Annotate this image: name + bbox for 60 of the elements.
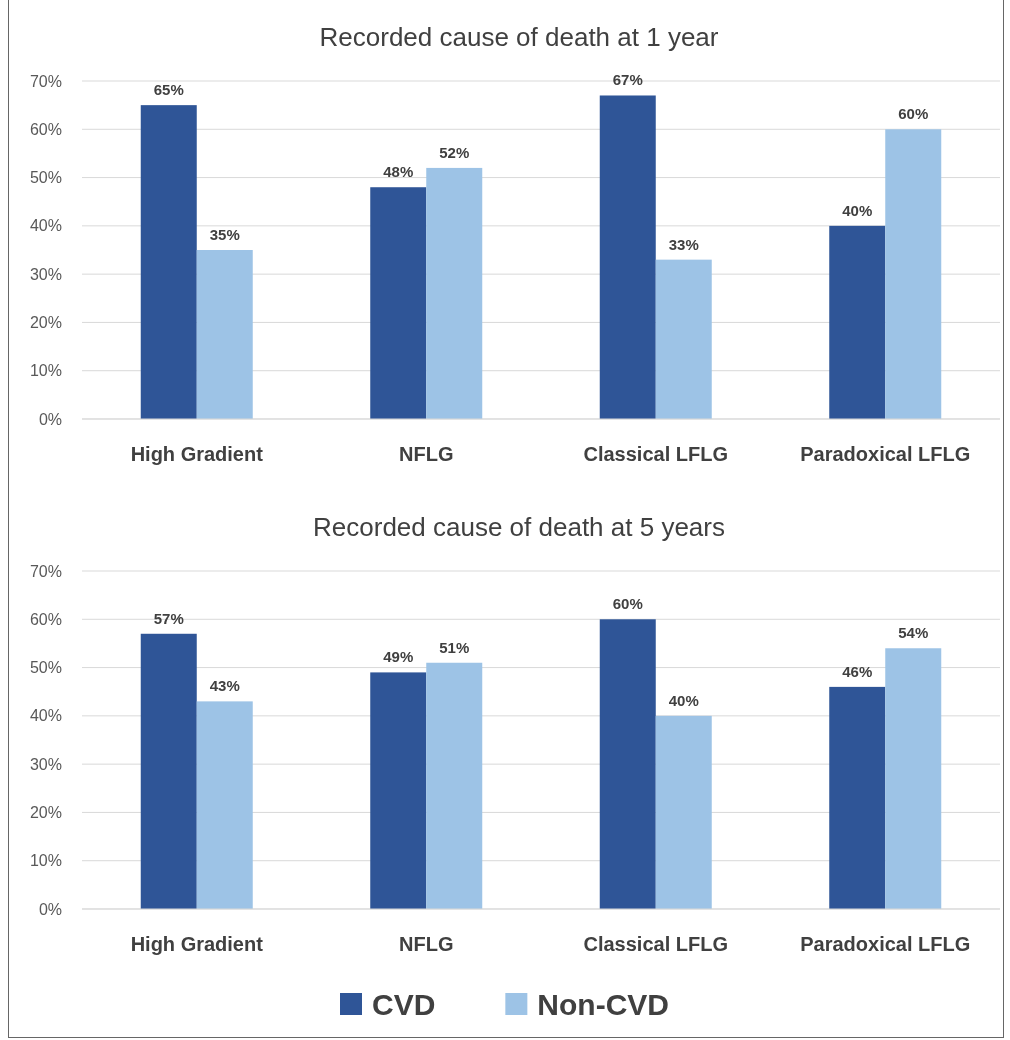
data-label: 65% xyxy=(153,81,184,99)
data-label: 33% xyxy=(668,235,699,253)
legend-label: CVD xyxy=(372,988,436,1021)
bar xyxy=(885,129,942,419)
y-tick-label: 40% xyxy=(29,707,62,725)
data-label: 67% xyxy=(612,71,643,89)
data-label: 43% xyxy=(209,677,240,695)
data-label: 49% xyxy=(383,648,414,666)
y-tick-label: 60% xyxy=(29,610,62,628)
x-tick-label: Paradoxical LFLG xyxy=(800,933,971,956)
bar xyxy=(196,250,253,419)
y-tick-label: 40% xyxy=(29,217,62,235)
y-tick-label: 70% xyxy=(29,562,62,580)
bar xyxy=(196,701,253,909)
data-label: 40% xyxy=(842,201,873,219)
bar xyxy=(426,662,483,909)
y-tick-label: 10% xyxy=(29,852,62,870)
data-label: 54% xyxy=(898,624,929,642)
x-tick-label: High Gradient xyxy=(130,443,264,466)
bar xyxy=(140,105,197,419)
chart-title: Recorded cause of death at 5 years xyxy=(313,512,725,542)
bar xyxy=(370,187,427,419)
data-label: 40% xyxy=(668,691,699,709)
y-tick-label: 50% xyxy=(29,169,62,187)
y-tick-label: 20% xyxy=(29,314,62,332)
x-tick-label: NFLG xyxy=(399,443,454,466)
data-label: 57% xyxy=(153,609,184,627)
bar xyxy=(140,633,197,909)
y-tick-label: 0% xyxy=(38,900,62,918)
x-tick-label: Classical LFLG xyxy=(583,933,728,956)
x-tick-label: Classical LFLG xyxy=(583,443,728,466)
y-tick-label: 30% xyxy=(29,265,62,283)
data-label: 35% xyxy=(209,226,240,243)
bar xyxy=(655,259,712,419)
x-tick-label: High Gradient xyxy=(130,933,264,956)
data-label: 60% xyxy=(612,595,643,613)
bar xyxy=(599,619,656,909)
y-tick-label: 20% xyxy=(29,804,62,822)
chart-title: Recorded cause of death at 1 year xyxy=(319,22,719,52)
y-tick-label: 70% xyxy=(29,72,62,90)
y-tick-label: 10% xyxy=(29,362,62,380)
bar xyxy=(829,686,886,909)
bar xyxy=(885,648,942,909)
y-tick-label: 0% xyxy=(38,410,62,428)
data-label: 46% xyxy=(842,662,873,680)
legend-label: Non-CVD xyxy=(537,988,669,1021)
data-label: 48% xyxy=(383,163,414,181)
y-tick-label: 50% xyxy=(29,659,62,677)
bar xyxy=(426,167,483,419)
bar xyxy=(655,715,712,909)
x-tick-label: Paradoxical LFLG xyxy=(800,443,971,466)
y-tick-label: 60% xyxy=(29,120,62,138)
data-label: 51% xyxy=(439,638,470,656)
bar xyxy=(370,672,427,909)
bar xyxy=(829,225,886,419)
bar xyxy=(599,95,656,419)
data-label: 60% xyxy=(898,105,929,123)
y-tick-label: 30% xyxy=(29,755,62,773)
x-tick-label: NFLG xyxy=(399,933,454,956)
data-label: 52% xyxy=(439,143,470,161)
